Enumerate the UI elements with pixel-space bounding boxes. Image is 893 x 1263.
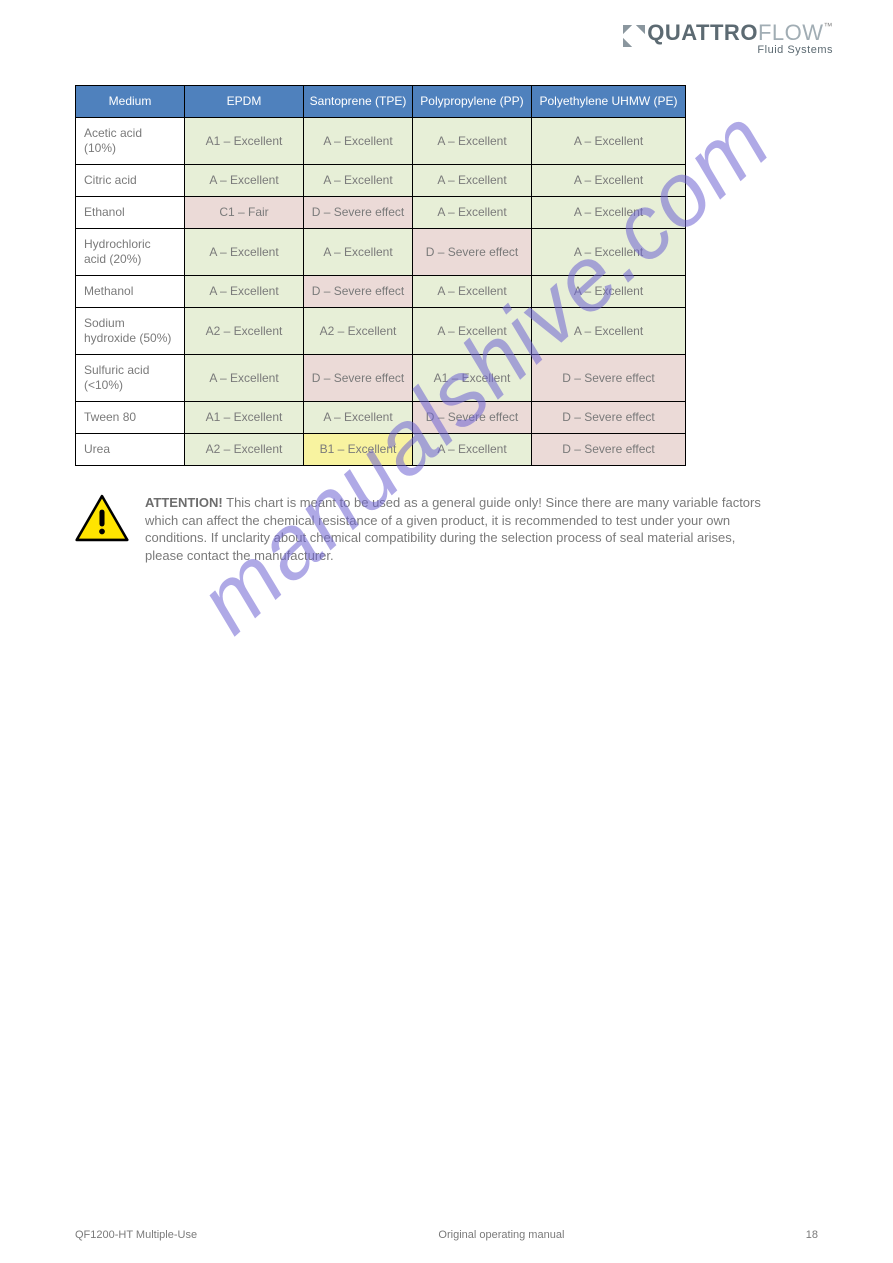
data-cell: A – Excellent — [185, 355, 304, 402]
row-label: Urea — [76, 434, 185, 466]
brand-logo: QUATTROFLOW™ Fluid Systems — [623, 22, 833, 56]
data-cell: A1 – Excellent — [413, 355, 532, 402]
warning-icon — [75, 494, 129, 564]
row-label: Sodiumhydroxide (50%) — [76, 308, 185, 355]
logo-text-right: FLOW — [758, 20, 824, 45]
data-cell: A – Excellent — [532, 197, 686, 229]
data-cell: A – Excellent — [304, 402, 413, 434]
data-cell: D – Severe effect — [413, 402, 532, 434]
row-label: Methanol — [76, 276, 185, 308]
col-header-pe: Polyethylene UHMW (PE) — [532, 86, 686, 118]
data-cell: D – Severe effect — [304, 276, 413, 308]
data-cell: A – Excellent — [532, 308, 686, 355]
col-header-pp: Polypropylene (PP) — [413, 86, 532, 118]
logo-mark-icon — [623, 25, 645, 47]
data-cell: A – Excellent — [532, 276, 686, 308]
data-cell: D – Severe effect — [532, 434, 686, 466]
note-body: This chart is meant to be used as a gene… — [145, 495, 761, 563]
chemical-resistance-table: Medium EPDM Santoprene (TPE) Polypropyle… — [75, 85, 686, 466]
row-label: Citric acid — [76, 165, 185, 197]
data-cell: A2 – Excellent — [185, 308, 304, 355]
data-cell: A – Excellent — [532, 165, 686, 197]
attention-note: ATTENTION! This chart is meant to be use… — [75, 494, 818, 564]
data-cell: D – Severe effect — [532, 355, 686, 402]
data-cell: A2 – Excellent — [185, 434, 304, 466]
row-label: Tween 80 — [76, 402, 185, 434]
data-cell: A – Excellent — [413, 165, 532, 197]
data-cell: A – Excellent — [304, 118, 413, 165]
data-cell: A2 – Excellent — [304, 308, 413, 355]
data-cell: A – Excellent — [413, 276, 532, 308]
data-cell: A – Excellent — [413, 434, 532, 466]
data-cell: A – Excellent — [532, 118, 686, 165]
data-cell: A – Excellent — [413, 118, 532, 165]
data-cell: A – Excellent — [532, 229, 686, 276]
data-cell: D – Severe effect — [304, 197, 413, 229]
page-footer: QF1200-HT Multiple-Use Original operatin… — [75, 1229, 818, 1241]
data-cell: A1 – Excellent — [185, 402, 304, 434]
note-lead: ATTENTION! — [145, 495, 223, 510]
data-cell: D – Severe effect — [304, 355, 413, 402]
col-header-epdm: EPDM — [185, 86, 304, 118]
footer-right: 18 — [806, 1229, 818, 1241]
data-cell: A – Excellent — [304, 229, 413, 276]
data-cell: A – Excellent — [304, 165, 413, 197]
data-cell: A – Excellent — [185, 165, 304, 197]
data-cell: D – Severe effect — [532, 402, 686, 434]
footer-left: QF1200-HT Multiple-Use — [75, 1229, 197, 1241]
data-cell: A1 – Excellent — [185, 118, 304, 165]
data-cell: A – Excellent — [185, 229, 304, 276]
logo-text-left: QUATTRO — [647, 20, 758, 45]
data-cell: A – Excellent — [413, 308, 532, 355]
data-cell: A – Excellent — [413, 197, 532, 229]
footer-center: Original operating manual — [438, 1229, 564, 1241]
col-header-medium: Medium — [76, 86, 185, 118]
col-header-tpe: Santoprene (TPE) — [304, 86, 413, 118]
row-label: Sulfuric acid(<10%) — [76, 355, 185, 402]
data-cell: C1 – Fair — [185, 197, 304, 229]
data-cell: A – Excellent — [185, 276, 304, 308]
data-cell: D – Severe effect — [413, 229, 532, 276]
row-label: Ethanol — [76, 197, 185, 229]
data-cell: B1 – Excellent — [304, 434, 413, 466]
row-label: Hydrochloricacid (20%) — [76, 229, 185, 276]
row-label: Acetic acid(10%) — [76, 118, 185, 165]
